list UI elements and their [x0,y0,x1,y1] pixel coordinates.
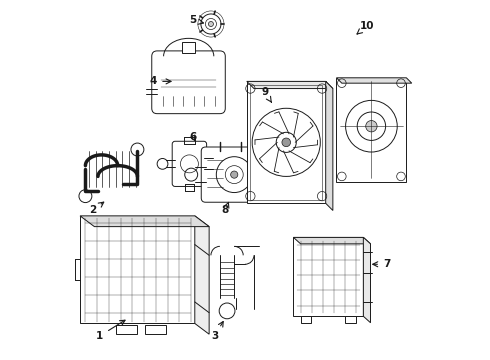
Circle shape [282,138,291,147]
Text: 9: 9 [261,87,271,102]
Text: 3: 3 [211,321,223,341]
Text: 6: 6 [189,132,196,142]
FancyBboxPatch shape [152,51,225,114]
Polygon shape [294,237,370,244]
Text: 2: 2 [89,202,104,216]
Polygon shape [80,216,209,226]
Circle shape [345,100,397,152]
Bar [182,42,195,53]
Circle shape [276,132,296,152]
Circle shape [208,22,214,27]
Bar [250,85,322,200]
Bar [145,325,166,334]
Text: 1: 1 [96,320,125,341]
Circle shape [252,108,320,176]
Circle shape [231,171,238,178]
Bar [116,325,137,334]
Circle shape [216,157,252,193]
Polygon shape [337,78,412,83]
Polygon shape [294,237,364,316]
Text: 8: 8 [221,202,229,216]
Polygon shape [247,81,333,89]
Circle shape [366,121,377,132]
FancyBboxPatch shape [201,147,266,202]
Text: 5: 5 [189,15,203,26]
Bar [300,316,311,323]
Polygon shape [326,81,333,211]
Text: 10: 10 [357,21,374,34]
Polygon shape [247,81,326,203]
Text: 4: 4 [150,76,171,86]
Polygon shape [80,216,195,323]
Text: 7: 7 [373,259,391,269]
Polygon shape [195,216,209,334]
Polygon shape [364,237,370,323]
FancyBboxPatch shape [172,141,207,186]
Polygon shape [337,78,406,182]
Bar [345,316,356,323]
